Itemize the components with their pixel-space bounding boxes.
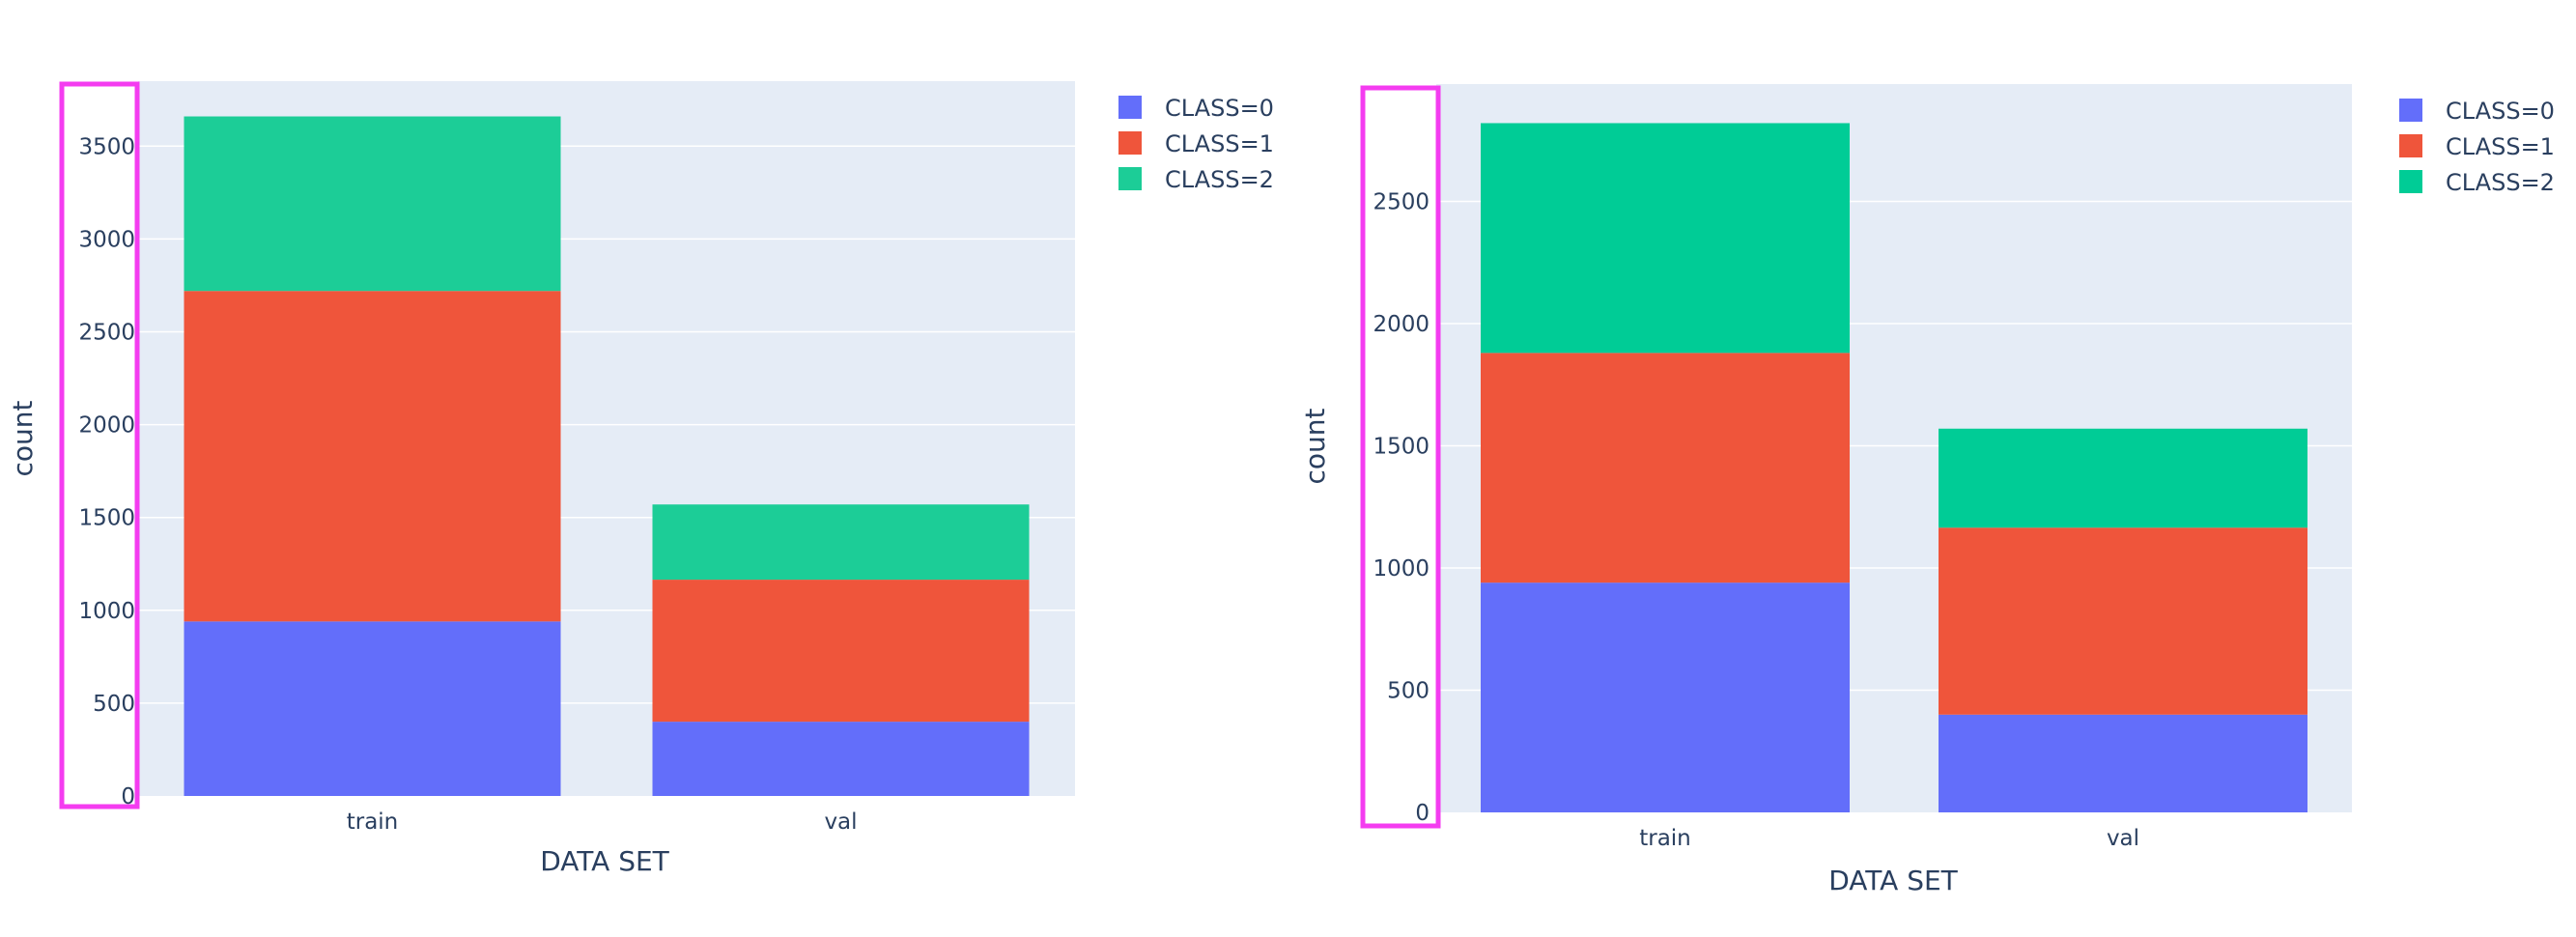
right-legend-item-class-1[interactable]: CLASS=1 — [2399, 133, 2555, 160]
left-y-tick-label: 3500 — [78, 134, 135, 159]
right-bar-val-class-2[interactable] — [1939, 428, 2307, 528]
left-bar-val-class-1[interactable] — [652, 580, 1030, 723]
legend-label: CLASS=0 — [2446, 98, 2555, 125]
left-bar-train-class-1[interactable] — [184, 291, 561, 622]
left-bar-val-class-0[interactable] — [652, 722, 1030, 796]
right-legend-item-class-2[interactable]: CLASS=2 — [2399, 169, 2555, 196]
left-y-axis-highlight-box — [59, 81, 140, 809]
legend-label: CLASS=1 — [1165, 130, 1274, 157]
right-y-tick-label: 0 — [1415, 801, 1430, 826]
left-y-tick-label: 2000 — [78, 413, 135, 439]
left-x-axis-title: DATA SET — [540, 845, 669, 877]
left-legend[interactable]: CLASS=0 CLASS=1 CLASS=2 — [1118, 95, 1274, 193]
left-legend-item-class-1[interactable]: CLASS=1 — [1118, 130, 1274, 157]
right-legend-item-class-0[interactable]: CLASS=0 — [2399, 98, 2555, 125]
left-legend-item-class-0[interactable]: CLASS=0 — [1118, 95, 1274, 122]
right-bar-val-class-0[interactable] — [1939, 714, 2307, 812]
left-bars — [184, 116, 1030, 796]
left-y-tick-label: 500 — [93, 692, 135, 717]
legend-swatch — [1118, 96, 1142, 119]
right-bar-train-class-0[interactable] — [1481, 582, 1850, 812]
left-bar-val-class-2[interactable] — [652, 504, 1030, 581]
right-x-tick-label: train — [1639, 826, 1691, 851]
right-x-tick-labels: train val — [1639, 826, 2139, 851]
right-y-tick-label: 500 — [1387, 678, 1430, 703]
legend-label: CLASS=2 — [1165, 166, 1274, 193]
right-y-axis-title: count — [1299, 408, 1331, 484]
legend-label: CLASS=0 — [1165, 95, 1274, 122]
legend-label: CLASS=1 — [2446, 133, 2555, 160]
right-y-axis-highlight-box — [1360, 85, 1441, 829]
right-bars — [1481, 123, 2307, 812]
right-y-tick-label: 2500 — [1373, 189, 1430, 214]
right-y-tick-label: 1500 — [1373, 434, 1430, 459]
right-y-tick-labels: 0 500 1000 1500 2000 2500 — [1373, 189, 1430, 826]
legend-swatch — [2399, 99, 2422, 122]
left-x-tick-label: val — [824, 809, 857, 835]
left-chart: 0 500 1000 1500 2000 2500 3000 3500 train val DA… — [7, 81, 1274, 877]
right-y-tick-label: 2000 — [1373, 312, 1430, 337]
left-y-tick-label: 2500 — [78, 320, 135, 345]
right-bar-train-class-2[interactable] — [1481, 123, 1850, 354]
legend-swatch — [2399, 134, 2422, 157]
right-y-tick-label: 1000 — [1373, 556, 1430, 582]
left-legend-item-class-2[interactable]: CLASS=2 — [1118, 166, 1274, 193]
right-legend[interactable]: CLASS=0 CLASS=1 CLASS=2 — [2399, 98, 2555, 196]
legend-swatch — [2399, 170, 2422, 193]
left-y-tick-label: 0 — [121, 784, 135, 809]
left-y-axis-title: count — [7, 400, 39, 476]
left-y-tick-label: 1000 — [78, 599, 135, 624]
left-y-tick-label: 3000 — [78, 227, 135, 252]
right-bar-val-class-1[interactable] — [1939, 527, 2307, 715]
left-x-tick-label: train — [347, 809, 399, 835]
left-y-tick-label: 1500 — [78, 506, 135, 531]
right-chart: 0 500 1000 1500 2000 2500 train val DATA SET c… — [1299, 84, 2555, 896]
legend-swatch — [1118, 167, 1142, 190]
right-bar-train-class-1[interactable] — [1481, 353, 1850, 583]
left-y-tick-labels: 0 500 1000 1500 2000 2500 3000 3500 — [78, 134, 135, 809]
left-bar-train-class-0[interactable] — [184, 621, 561, 796]
right-x-tick-label: val — [2107, 826, 2139, 851]
legend-swatch — [1118, 131, 1142, 155]
left-bar-train-class-2[interactable] — [184, 116, 561, 292]
left-x-tick-labels: train val — [347, 809, 858, 835]
right-x-axis-title: DATA SET — [1828, 865, 1958, 896]
legend-label: CLASS=2 — [2446, 169, 2555, 196]
